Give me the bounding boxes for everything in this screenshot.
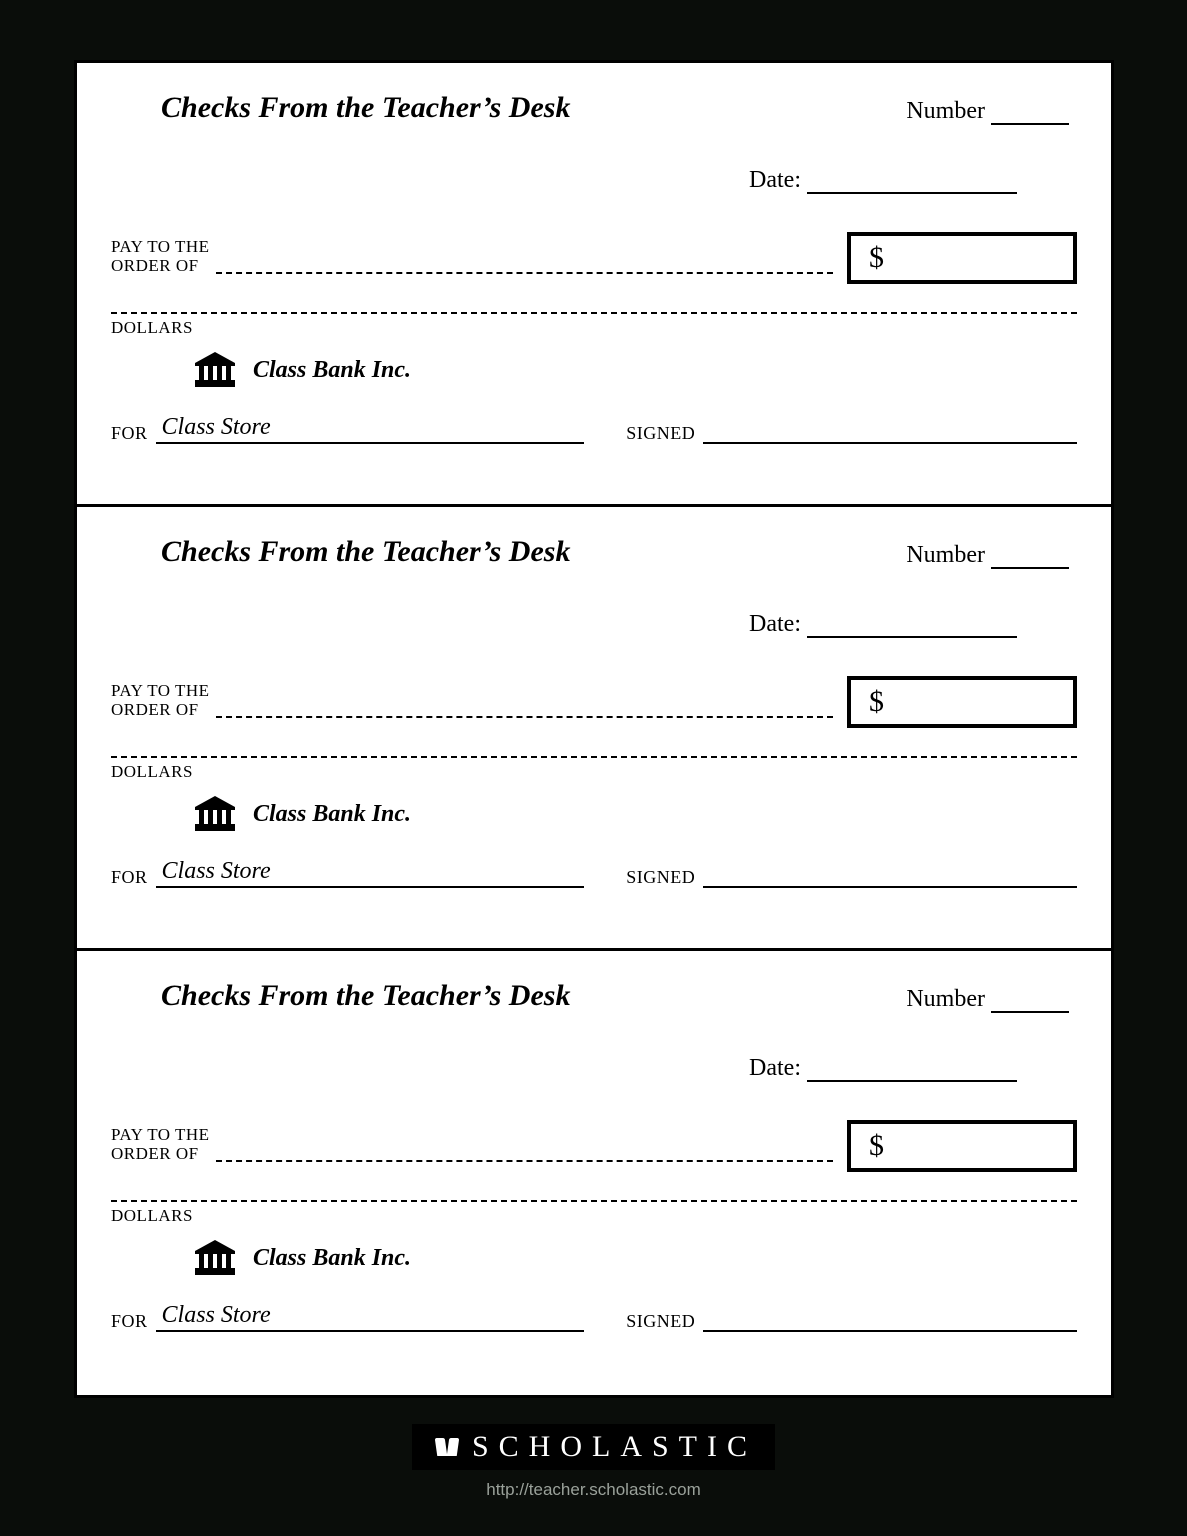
signed-field[interactable]	[703, 418, 1077, 444]
dollars-label: DOLLARS	[111, 318, 1077, 338]
number-label: Number	[906, 98, 985, 125]
for-field[interactable]: Class Store	[156, 418, 585, 444]
for-label: FOR	[111, 1311, 148, 1332]
date-field[interactable]	[807, 613, 1017, 638]
date-label: Date:	[749, 167, 801, 194]
number-field[interactable]	[991, 100, 1069, 125]
number-label: Number	[906, 986, 985, 1013]
amount-box[interactable]: $	[847, 676, 1077, 728]
dollars-label: DOLLARS	[111, 762, 1077, 782]
amount-written-field[interactable]	[111, 756, 1077, 758]
number-label: Number	[906, 542, 985, 569]
worksheet-page: Checks From the Teacher’s Desk Number Da…	[74, 60, 1114, 1398]
date-field[interactable]	[807, 169, 1017, 194]
date-field[interactable]	[807, 1057, 1017, 1082]
for-label: FOR	[111, 423, 148, 444]
for-label: FOR	[111, 867, 148, 888]
pay-to-label: PAY TO THE ORDER OF	[111, 237, 210, 276]
pay-to-field[interactable]	[216, 272, 833, 274]
amount-written-field[interactable]	[111, 1200, 1077, 1202]
signed-label: SIGNED	[626, 1311, 695, 1332]
pay-to-field[interactable]	[216, 716, 833, 718]
check: Checks From the Teacher’s Desk Number Da…	[77, 507, 1111, 951]
signed-label: SIGNED	[626, 423, 695, 444]
pay-to-label: PAY TO THE ORDER OF	[111, 681, 210, 720]
for-field[interactable]: Class Store	[156, 862, 585, 888]
scholastic-logo: SCHOLASTIC	[412, 1424, 775, 1470]
amount-box[interactable]: $	[847, 232, 1077, 284]
for-value: Class Store	[162, 414, 271, 441]
for-value: Class Store	[162, 1302, 271, 1329]
brand-text: SCHOLASTIC	[472, 1430, 757, 1464]
currency-symbol: $	[869, 241, 884, 275]
check: Checks From the Teacher’s Desk Number Da…	[77, 951, 1111, 1395]
check: Checks From the Teacher’s Desk Number Da…	[77, 63, 1111, 507]
bank-name: Class Bank Inc.	[253, 1245, 411, 1272]
bank-icon	[195, 796, 235, 832]
check-title: Checks From the Teacher’s Desk	[161, 979, 570, 1013]
number-field[interactable]	[991, 544, 1069, 569]
signed-label: SIGNED	[626, 867, 695, 888]
signed-field[interactable]	[703, 1306, 1077, 1332]
currency-symbol: $	[869, 1129, 884, 1163]
page-footer: SCHOLASTIC http://teacher.scholastic.com	[0, 1424, 1187, 1500]
date-label: Date:	[749, 611, 801, 638]
number-field[interactable]	[991, 988, 1069, 1013]
for-value: Class Store	[162, 858, 271, 885]
bank-icon	[195, 352, 235, 388]
bank-icon	[195, 1240, 235, 1276]
bank-name: Class Bank Inc.	[253, 357, 411, 384]
date-label: Date:	[749, 1055, 801, 1082]
amount-written-field[interactable]	[111, 312, 1077, 314]
footer-url: http://teacher.scholastic.com	[486, 1480, 701, 1500]
signed-field[interactable]	[703, 862, 1077, 888]
for-field[interactable]: Class Store	[156, 1306, 585, 1332]
currency-symbol: $	[869, 685, 884, 719]
check-title: Checks From the Teacher’s Desk	[161, 91, 570, 125]
amount-box[interactable]: $	[847, 1120, 1077, 1172]
check-title: Checks From the Teacher’s Desk	[161, 535, 570, 569]
books-icon	[436, 1438, 458, 1456]
dollars-label: DOLLARS	[111, 1206, 1077, 1226]
pay-to-field[interactable]	[216, 1160, 833, 1162]
pay-to-label: PAY TO THE ORDER OF	[111, 1125, 210, 1164]
bank-name: Class Bank Inc.	[253, 801, 411, 828]
